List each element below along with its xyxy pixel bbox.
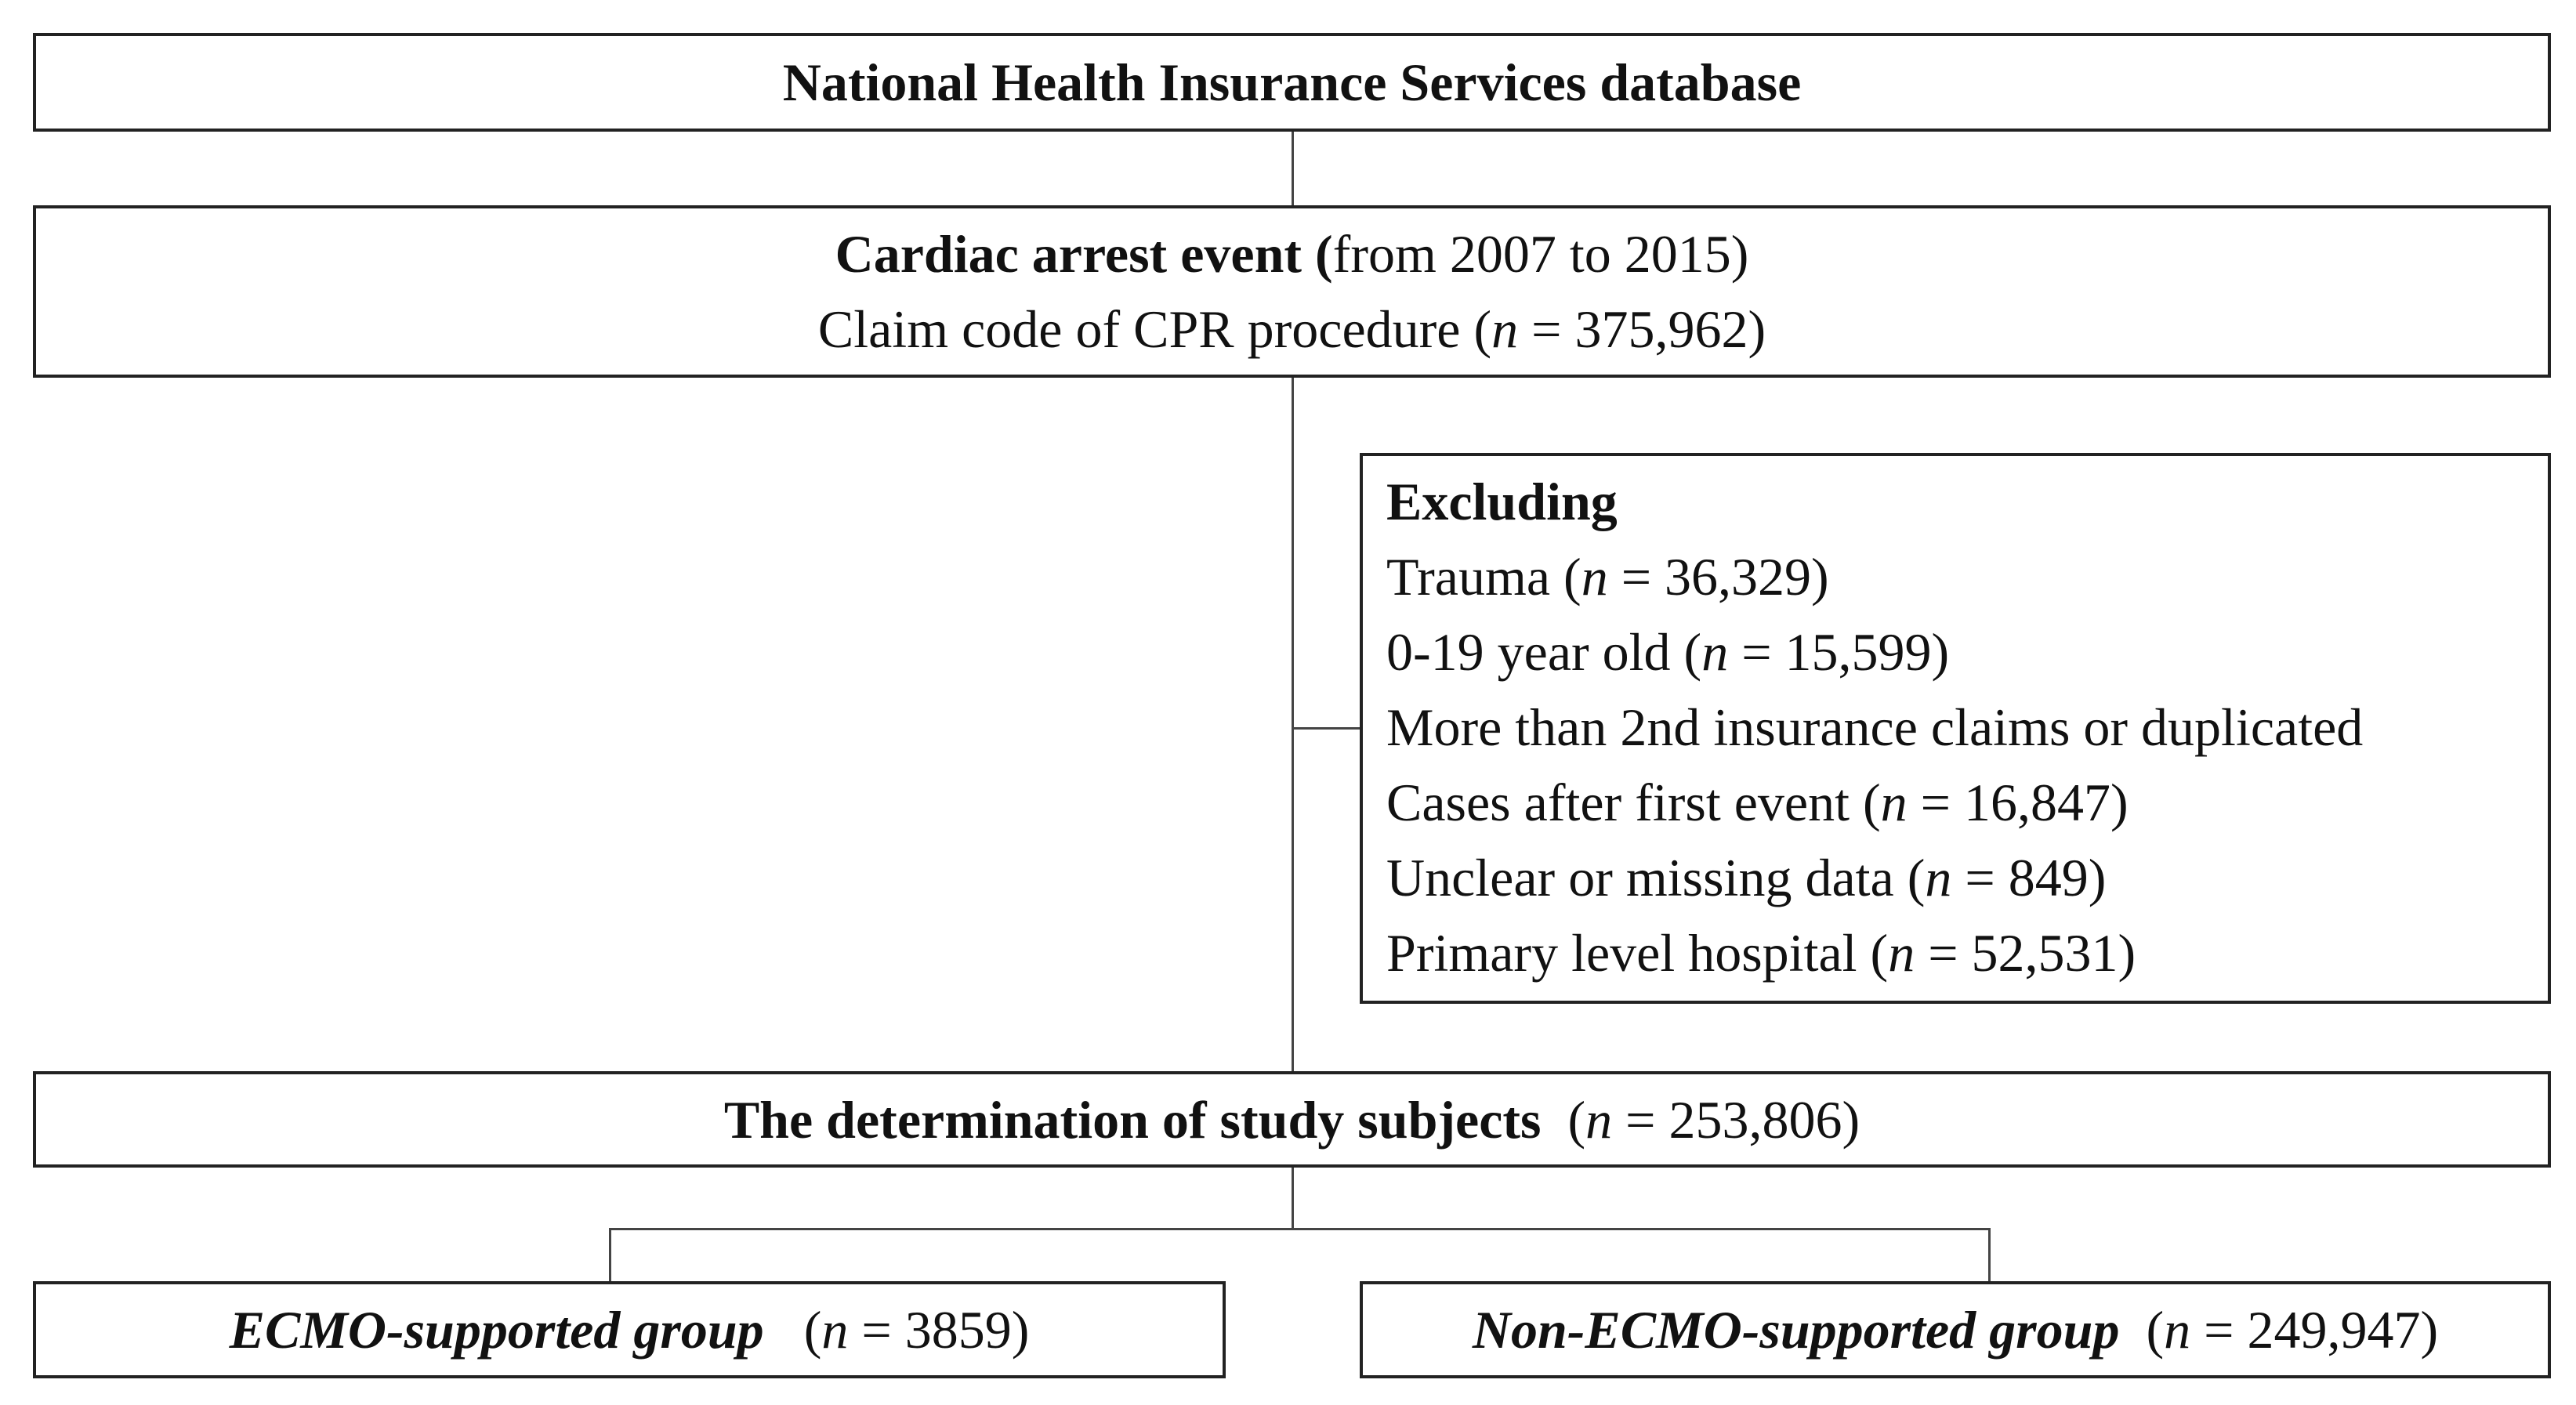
non-ecmo-group-box: Non-ECMO-supported group (n = 249,947)	[1360, 1281, 2551, 1378]
excluding-box: Excluding Trauma (n = 36,329) 0-19 year o…	[1360, 453, 2551, 1004]
n-symbol: n	[1888, 923, 1915, 983]
exclusion-label: Primary level hospital (	[1386, 923, 1889, 983]
exclusion-item: Primary level hospital (n = 52,531)	[1386, 915, 2548, 990]
exclusion-item: Cases after first event (n = 16,847)	[1386, 765, 2548, 840]
exclusion-label: Unclear or missing data (	[1386, 848, 1926, 907]
cardiac-title-period: from 2007 to 2015)	[1332, 224, 1749, 284]
exclusion-item: Unclear or missing data (n = 849)	[1386, 840, 2548, 915]
non-ecmo-title: Non-ECMO-supported group	[1472, 1300, 2120, 1360]
study-subjects-line: The determination of study subjects (n =…	[724, 1082, 1860, 1157]
exclusion-count: = 15,599)	[1728, 622, 1950, 682]
cpr-count: = 375,962)	[1518, 299, 1766, 359]
exclusion-count: = 52,531)	[1915, 923, 2136, 983]
exclusion-label: Cases after first event (	[1386, 773, 1881, 832]
connector-to-non-ecmo	[1988, 1228, 1991, 1283]
ecmo-title: ECMO-supported group	[229, 1300, 764, 1360]
database-box: National Health Insurance Services datab…	[33, 33, 2551, 132]
exclusion-count: = 16,847)	[1907, 773, 2129, 832]
paren: (	[1541, 1089, 1586, 1150]
non-ecmo-group-line: Non-ECMO-supported group (n = 249,947)	[1473, 1292, 2438, 1367]
connector-split-horizontal	[609, 1228, 1991, 1230]
exclusion-label: Trauma (	[1386, 547, 1581, 607]
cardiac-title-bold: Cardiac arrest event (	[835, 224, 1333, 284]
study-title: The determination of study subjects	[723, 1089, 1542, 1150]
n-symbol: n	[1880, 773, 1908, 832]
paren: (	[763, 1300, 822, 1360]
exclusion-count: = 36,329)	[1607, 547, 1829, 607]
n-symbol: n	[1491, 299, 1519, 359]
exclusion-item: Trauma (n = 36,329)	[1386, 539, 2548, 614]
exclusion-item: 0-19 year old (n = 15,599)	[1386, 614, 2548, 690]
exclusion-label: More than 2nd insurance claims or duplic…	[1386, 697, 2364, 757]
exclusion-count: = 849)	[1951, 848, 2107, 907]
cpr-claim-line: Claim code of CPR procedure (n = 375,962…	[818, 292, 1766, 367]
ecmo-group-line: ECMO-supported group (n = 3859)	[230, 1292, 1030, 1367]
cpr-label: Claim code of CPR procedure (	[817, 299, 1492, 359]
exclusion-item: More than 2nd insurance claims or duplic…	[1386, 690, 2548, 765]
cardiac-arrest-title: Cardiac arrest event (from 2007 to 2015)	[835, 216, 1749, 292]
connector-to-ecmo	[609, 1228, 611, 1283]
study-subjects-box: The determination of study subjects (n =…	[33, 1071, 2551, 1168]
n-symbol: n	[1585, 1089, 1613, 1150]
exclusion-label: 0-19 year old (	[1386, 622, 1702, 682]
paren: (	[2119, 1300, 2165, 1360]
non-ecmo-count: = 249,947)	[2190, 1300, 2439, 1360]
excluding-title: Excluding	[1386, 472, 1618, 531]
n-symbol: n	[1581, 547, 1608, 607]
connector-exclusion-branch	[1293, 727, 1361, 730]
cardiac-arrest-box: Cardiac arrest event (from 2007 to 2015)…	[33, 205, 2551, 378]
n-symbol: n	[2164, 1300, 2191, 1360]
ecmo-group-box: ECMO-supported group (n = 3859)	[33, 1281, 1226, 1378]
study-count: = 253,806)	[1612, 1089, 1860, 1150]
n-symbol: n	[821, 1300, 849, 1360]
connector-main-vertical	[1292, 132, 1294, 1229]
n-symbol: n	[1925, 848, 1952, 907]
database-title: National Health Insurance Services datab…	[782, 53, 1802, 112]
n-symbol: n	[1701, 622, 1729, 682]
ecmo-count: = 3859)	[848, 1300, 1030, 1360]
